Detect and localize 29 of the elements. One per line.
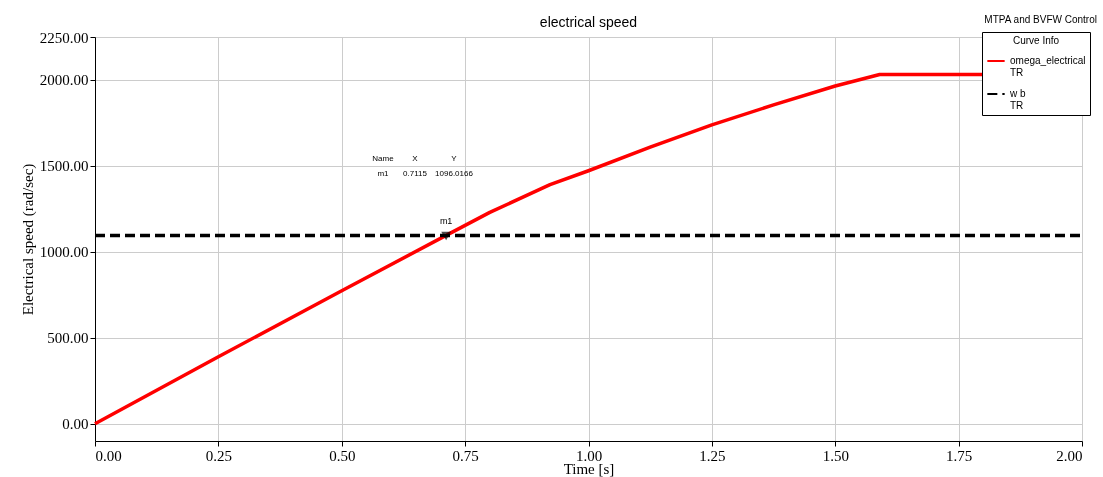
x-tick-label: 0.75 [452, 447, 479, 464]
annotation: m1 [439, 216, 453, 227]
chart-subtitle: MTPA and BVFW Control [984, 14, 1097, 25]
x-tick-label: 1.25 [699, 447, 726, 464]
x-tick-label: 0.00 [95, 447, 122, 464]
legend-label: w b [1009, 88, 1026, 99]
x-tick-label: 2.00 [1056, 447, 1083, 464]
y-axis-title: Electrical speed (rad/sec) [19, 163, 37, 316]
annotation: m1 [377, 169, 390, 178]
annotation: Name [372, 154, 395, 163]
x-tick-label: 1.75 [946, 447, 973, 464]
annotation: TR [1010, 100, 1024, 111]
y-tick-label: 2000.00 [39, 72, 89, 89]
annotation: 1096.0166 [435, 169, 474, 178]
x-tick-label: 0.50 [329, 447, 356, 464]
y-tick-label: 500.00 [47, 330, 89, 347]
legend-title: Curve Info [1012, 35, 1060, 46]
y-tick-label: 2250.00 [39, 29, 89, 46]
legend-label: omega_electrical [1010, 55, 1086, 66]
y-tick-label: 1500.00 [39, 158, 89, 175]
x-tick-label: 1.50 [822, 447, 849, 464]
y-tick-label: 0.00 [62, 416, 89, 433]
chart-title: electrical speed [539, 14, 638, 30]
annotation: Y [451, 154, 458, 163]
x-tick-label: 0.25 [205, 447, 232, 464]
annotation: TR [1010, 67, 1024, 78]
annotation: 0.7115 [403, 169, 428, 178]
annotation: X [412, 154, 419, 163]
y-tick-label: 1000.00 [39, 244, 89, 261]
